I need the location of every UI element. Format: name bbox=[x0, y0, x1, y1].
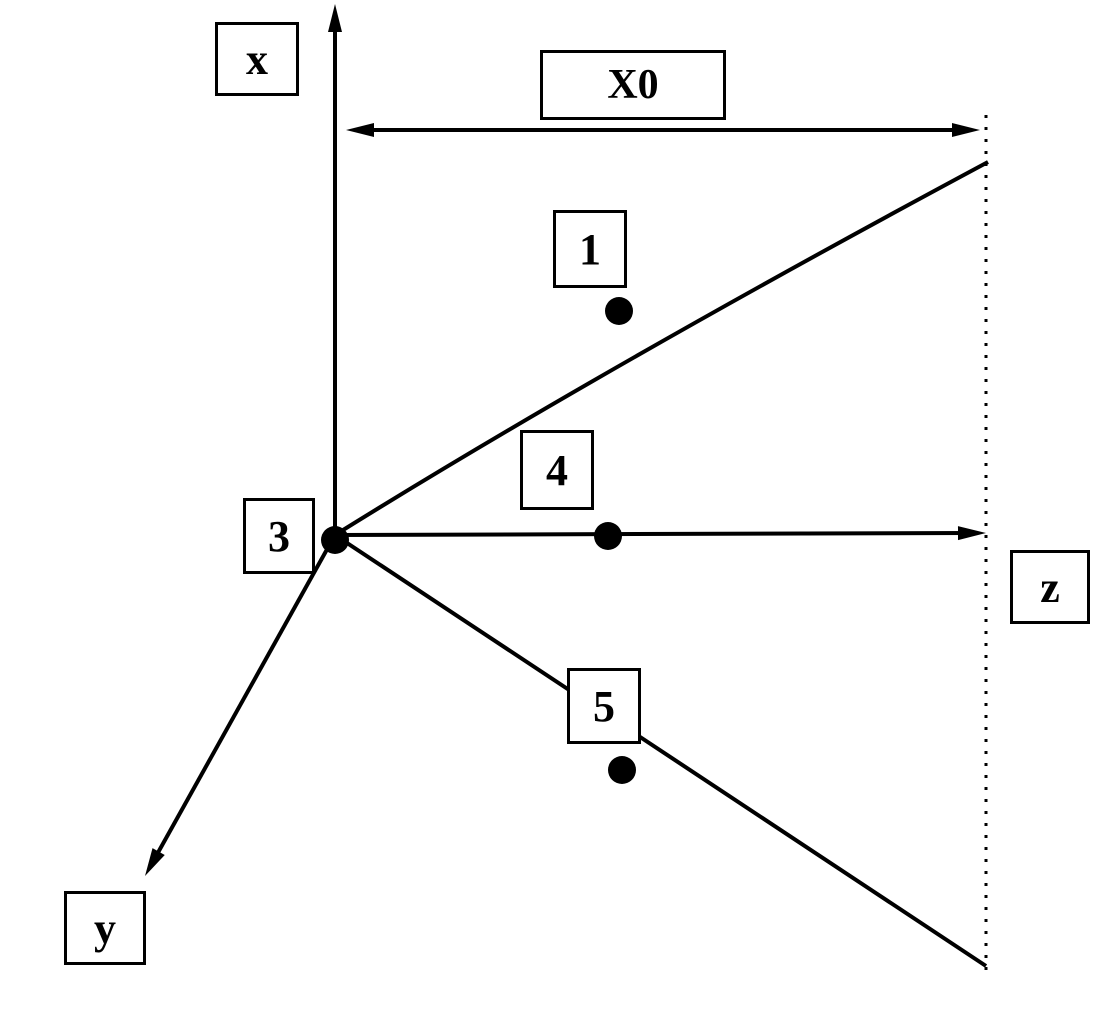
label-1-text: 1 bbox=[579, 224, 601, 275]
label-3: 3 bbox=[243, 498, 315, 574]
diagram-canvas: { "diagram": { "type": "flowchart", "bac… bbox=[0, 0, 1097, 1024]
label-X0-text: X0 bbox=[607, 61, 658, 109]
label-4: 4 bbox=[520, 430, 594, 510]
axis-label-z: z bbox=[1010, 550, 1090, 624]
diagram-svg bbox=[0, 0, 1097, 1024]
axis-label-x: x bbox=[215, 22, 299, 96]
axis-label-y-text: y bbox=[94, 903, 116, 954]
label-5-text: 5 bbox=[593, 681, 615, 732]
axis-label-y: y bbox=[64, 891, 146, 965]
label-4-text: 4 bbox=[546, 445, 568, 496]
label-1: 1 bbox=[553, 210, 627, 288]
axis-label-x-text: x bbox=[246, 34, 268, 85]
label-3-text: 3 bbox=[268, 511, 290, 562]
label-X0: X0 bbox=[540, 50, 726, 120]
label-5: 5 bbox=[567, 668, 641, 744]
axis-label-z-text: z bbox=[1040, 562, 1060, 613]
